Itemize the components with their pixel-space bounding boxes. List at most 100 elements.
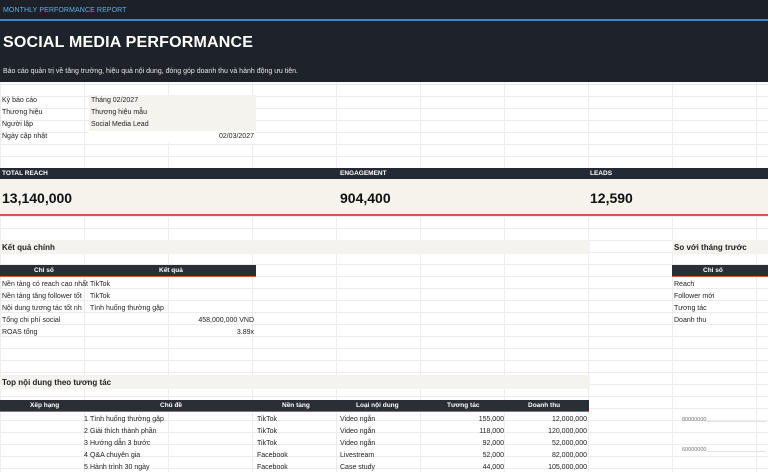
kpi-value-engagement[interactable]: 904,400: [340, 190, 391, 206]
embedded-chart-partial[interactable]: 80000000 60000000: [672, 400, 768, 472]
report-meta: Kỳ báo cáo Tháng 02/2027 Thương hiệu Thư…: [0, 95, 256, 143]
section-title-results: Kết quả chính: [0, 240, 590, 254]
table-row[interactable]: Follower mới: [672, 291, 768, 303]
hero-banner: SOCIAL MEDIA PERFORMANCE Báo cáo quản tr…: [0, 21, 768, 82]
meta-label: Kỳ báo cáo: [2, 97, 38, 104]
section-title-top-content: Top nội dung theo tương tác: [0, 375, 590, 389]
meta-value[interactable]: 02/03/2027: [89, 131, 256, 143]
page-subtitle: Báo cáo quản trị về tăng trưởng, hiệu qu…: [3, 68, 298, 75]
table-row[interactable]: Tương tác: [672, 303, 768, 315]
cell-type: Case study: [340, 464, 376, 471]
table-row[interactable]: 4 Q&A chuyên gia Facebook Livestream 52,…: [0, 450, 589, 462]
col-header-type: Loại nội dung: [356, 402, 399, 409]
table-row[interactable]: 3 Hướng dẫn 3 bước TikTok Video ngắn 92,…: [0, 438, 589, 450]
cell-topic: Giải thích thành phần: [90, 428, 157, 435]
cell-result: 3.89x: [236, 329, 254, 336]
table-row[interactable]: 1 Tình huống thường gặp TikTok Video ngắ…: [0, 414, 589, 426]
chart-tick-label: 80000000: [682, 417, 707, 423]
table-row[interactable]: Nền tảng có reach cao nhất TikTok: [0, 279, 256, 291]
meta-row-updated[interactable]: Ngày cập nhật 02/03/2027: [0, 131, 256, 143]
page-title: SOCIAL MEDIA PERFORMANCE: [3, 34, 254, 51]
cell-metric: Nền tảng tăng follower tốt: [2, 293, 82, 300]
cell-metric: Doanh thu: [674, 317, 707, 324]
cell-result: TikTok: [90, 281, 110, 288]
col-header-topic: Chủ đề: [160, 402, 183, 409]
cell-result: 458,000,000 VND: [198, 317, 254, 324]
cell-type: Video ngắn: [340, 440, 376, 447]
kpi-values-band: 13,140,000 904,400 12,590: [0, 179, 768, 216]
cell-metric: Follower mới: [674, 293, 715, 300]
results-table-header: Chỉ số Kết quả: [0, 265, 256, 277]
col-header-metric: Chỉ số: [703, 267, 723, 274]
chart-gridline: [706, 451, 766, 452]
cell-engagement: 52,000: [482, 452, 504, 459]
table-row[interactable]: Reach: [672, 279, 768, 291]
meta-label: Người lập: [2, 121, 34, 128]
cell-topic: Q&A chuyên gia: [90, 452, 141, 459]
cell-metric: Reach: [674, 281, 695, 288]
top-content-table-header: Xếp hạng Chủ đề Nền tảng Loại nội dung T…: [0, 400, 589, 412]
report-label-bar: MONTHLY PERFORMANCE REPORT: [0, 0, 768, 21]
cell-revenue: 52,000,000: [551, 440, 587, 447]
cell-topic: Tình huống thường gặp: [90, 416, 164, 423]
cell-engagement: 155,000: [478, 416, 504, 423]
cell-metric: Nền tảng có reach cao nhất: [2, 281, 89, 288]
cell-platform: TikTok: [257, 440, 277, 447]
col-header-rank: Xếp hạng: [30, 402, 60, 409]
compare-table-header: Chỉ số: [672, 265, 768, 277]
kpi-value-reach[interactable]: 13,140,000: [2, 190, 73, 206]
meta-value[interactable]: Social Media Lead: [89, 119, 256, 131]
cell-rank: 1: [84, 416, 88, 423]
cell-platform: TikTok: [257, 428, 277, 435]
table-row[interactable]: Nội dung tương tác tốt nh Tình huống thư…: [0, 303, 256, 315]
cell-type: Video ngắn: [340, 416, 376, 423]
kpi-value-leads[interactable]: 12,590: [590, 190, 633, 206]
table-row[interactable]: Doanh thu: [672, 315, 768, 327]
cell-platform: Facebook: [257, 452, 288, 459]
cell-rank: 3: [84, 440, 88, 447]
col-header-metric: Chỉ số: [34, 267, 54, 274]
cell-topic: Hướng dẫn 3 bước: [90, 440, 151, 447]
cell-revenue: 105,000,000: [548, 464, 587, 471]
kpi-label-reach: TOTAL REACH: [2, 170, 48, 177]
cell-type: Livestream: [340, 452, 375, 459]
cell-topic: Hành trình 30 ngày: [90, 464, 150, 471]
cell-result: TikTok: [90, 293, 110, 300]
cell-engagement: 44,000: [482, 464, 504, 471]
meta-value[interactable]: Thương hiệu mẫu: [89, 107, 256, 119]
cell-platform: TikTok: [257, 416, 277, 423]
cell-engagement: 118,000: [479, 428, 504, 435]
col-header-result: Kết quả: [159, 267, 183, 274]
col-header-revenue: Doanh thu: [528, 402, 561, 409]
cell-result: Tình huống thường gặp: [90, 305, 164, 312]
col-header-engagement: Tương tác: [447, 402, 480, 409]
col-header-platform: Nền tảng: [282, 402, 310, 409]
cell-type: Video ngắn: [340, 428, 376, 435]
meta-label: Ngày cập nhật: [2, 133, 48, 140]
table-row[interactable]: 2 Giải thích thành phần TikTok Video ngắ…: [0, 426, 589, 438]
cell-revenue: 82,000,000: [551, 452, 587, 459]
table-row[interactable]: 5 Hành trình 30 ngày Facebook Case study…: [0, 462, 589, 472]
table-row[interactable]: ROAS tổng 3.89x: [0, 327, 256, 339]
meta-label: Thương hiệu: [2, 109, 43, 116]
section-title-compare: So với tháng trước: [672, 240, 768, 254]
cell-revenue: 120,000,000: [548, 428, 587, 435]
cell-revenue: 12,000,000: [551, 416, 587, 423]
meta-row-period[interactable]: Kỳ báo cáo Tháng 02/2027: [0, 95, 256, 107]
cell-engagement: 92,000: [482, 440, 504, 447]
meta-value[interactable]: Tháng 02/2027: [89, 95, 256, 107]
kpi-label-leads: LEADS: [590, 170, 613, 177]
table-row[interactable]: Nền tảng tăng follower tốt TikTok: [0, 291, 256, 303]
cell-rank: 5: [84, 464, 88, 471]
meta-row-author[interactable]: Người lập Social Media Lead: [0, 119, 256, 131]
report-label: MONTHLY PERFORMANCE REPORT: [3, 7, 127, 14]
table-row[interactable]: Tổng chi phí social 458,000,000 VND: [0, 315, 256, 327]
cell-metric: Tương tác: [674, 305, 707, 312]
kpi-header-band: TOTAL REACH ENGAGEMENT LEADS: [0, 168, 768, 179]
meta-row-brand[interactable]: Thương hiệu Thương hiệu mẫu: [0, 107, 256, 119]
chart-gridline: [706, 421, 766, 422]
cell-rank: 2: [84, 428, 88, 435]
cell-metric: Tổng chi phí social: [2, 317, 61, 324]
cell-platform: Facebook: [257, 464, 288, 471]
cell-metric: ROAS tổng: [2, 329, 38, 336]
